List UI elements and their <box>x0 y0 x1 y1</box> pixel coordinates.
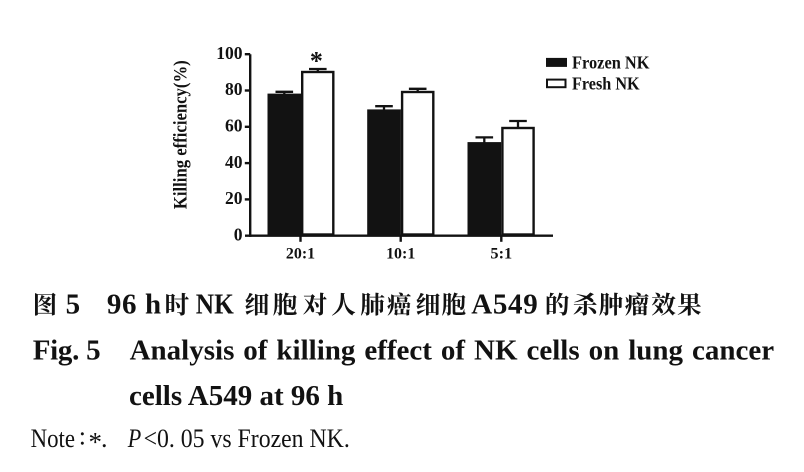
svg-text:Fig. 5: Fig. 5 <box>33 335 101 367</box>
svg-text:*: * <box>89 427 103 457</box>
svg-text:10:1: 10:1 <box>386 246 415 263</box>
svg-text:Analysis of killing effect of: Analysis of killing effect of NK cells o… <box>130 335 775 367</box>
svg-text:5: 5 <box>66 288 81 320</box>
svg-text:<0. 05 vs Frozen NK.: <0. 05 vs Frozen NK. <box>144 424 350 453</box>
svg-text:0: 0 <box>234 224 243 244</box>
svg-text:.: . <box>101 424 108 453</box>
svg-text:Note: Note <box>31 424 75 453</box>
svg-text:Fresh NK: Fresh NK <box>572 74 640 94</box>
svg-text:Frozen NK: Frozen NK <box>572 52 650 72</box>
svg-text:60: 60 <box>225 116 243 136</box>
svg-text:20: 20 <box>225 188 243 208</box>
svg-text:96 h: 96 h <box>107 288 161 320</box>
svg-text:80: 80 <box>225 79 243 99</box>
svg-text::: : <box>79 422 86 451</box>
svg-text:20:1: 20:1 <box>286 246 315 263</box>
svg-text:100: 100 <box>216 43 243 63</box>
svg-text:A549: A549 <box>471 288 538 320</box>
svg-text:*: * <box>310 47 323 76</box>
svg-text:Killing efficiency(%): Killing efficiency(%) <box>172 60 192 209</box>
svg-text:5:1: 5:1 <box>490 246 512 263</box>
svg-text:40: 40 <box>225 152 243 172</box>
svg-text:NK: NK <box>196 288 234 320</box>
svg-text:P: P <box>127 424 141 453</box>
svg-text:cells A549 at 96 h: cells A549 at 96 h <box>129 380 343 412</box>
